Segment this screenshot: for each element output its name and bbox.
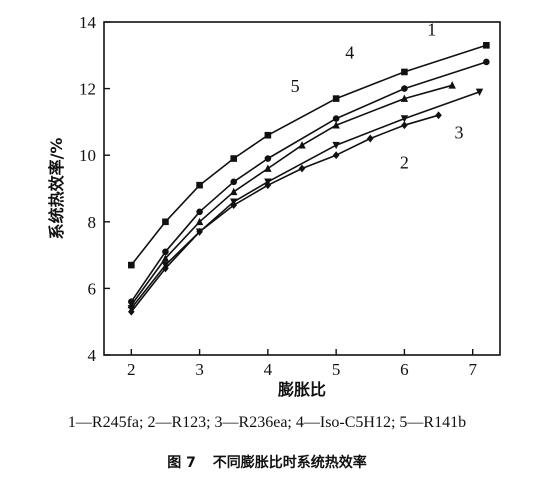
data-point (162, 248, 169, 256)
series-label-5: 5 (291, 76, 300, 96)
data-point (400, 94, 409, 102)
data-point (483, 58, 490, 66)
plot-frame (103, 21, 501, 356)
data-point (195, 217, 204, 226)
series-lines (130, 44, 487, 313)
data-point (128, 261, 135, 269)
x-tick-label: 7 (468, 360, 477, 379)
data-point (483, 42, 490, 49)
x-tick-label: 4 (264, 360, 273, 379)
data-point (401, 68, 408, 76)
series-line-1 (130, 61, 487, 303)
data-point (401, 85, 408, 92)
data-point (162, 218, 169, 226)
x-axis-label: 膨胀比 (278, 380, 326, 399)
data-point (298, 164, 306, 173)
x-tick-label: 2 (127, 360, 136, 379)
series-line-2 (130, 114, 439, 313)
data-point (332, 121, 340, 129)
figure-title: 不同膨胀比时系统热效率 (212, 455, 367, 471)
x-tick-label: 6 (400, 360, 409, 379)
series-line-3 (130, 91, 480, 309)
y-tick-label: 6 (88, 279, 97, 298)
data-point (332, 115, 340, 122)
data-point (127, 300, 136, 309)
y-axis-label: 系统热效率/% (47, 138, 66, 240)
data-point (332, 141, 340, 150)
series-line-4 (130, 44, 487, 266)
data-point (400, 115, 409, 123)
data-point (161, 254, 170, 262)
data-point (196, 181, 203, 189)
y-tick-label: 12 (79, 80, 96, 99)
data-point (195, 228, 204, 236)
data-point (264, 178, 272, 186)
series-label-4: 4 (345, 43, 354, 63)
data-point (264, 131, 272, 139)
data-point (332, 151, 340, 160)
series-labels: 1 2 3 4 5 (291, 19, 464, 172)
data-point (366, 134, 374, 143)
figure-caption: 图 7 不同膨胀比时系统热效率 (0, 452, 534, 472)
data-point (230, 187, 238, 196)
data-point (332, 95, 340, 102)
data-point (401, 121, 408, 130)
series-label-1: 1 (427, 19, 436, 39)
data-point (448, 81, 456, 89)
data-point (435, 111, 442, 120)
data-point (196, 208, 203, 216)
y-tick-label: 8 (88, 213, 97, 232)
data-point (230, 198, 238, 206)
figure-number: 图 7 (167, 455, 196, 471)
data-point (264, 164, 272, 172)
series-label-3: 3 (455, 123, 464, 143)
series-legend: 1—R245fa; 2—R123; 3—R236ea; 4—Iso-C5H12;… (67, 414, 467, 431)
series-label-2: 2 (400, 153, 409, 173)
data-point (298, 141, 306, 149)
x-tick-label: 5 (332, 360, 341, 379)
y-tick-label: 14 (79, 13, 97, 32)
series-markers (127, 42, 490, 316)
y-tick-label: 10 (79, 146, 96, 165)
data-point (230, 155, 238, 162)
data-point (475, 88, 484, 97)
x-tick-label: 3 (195, 360, 204, 379)
data-point (264, 155, 272, 162)
data-point (161, 261, 170, 270)
data-point (230, 178, 238, 186)
y-tick-label: 4 (88, 346, 97, 365)
